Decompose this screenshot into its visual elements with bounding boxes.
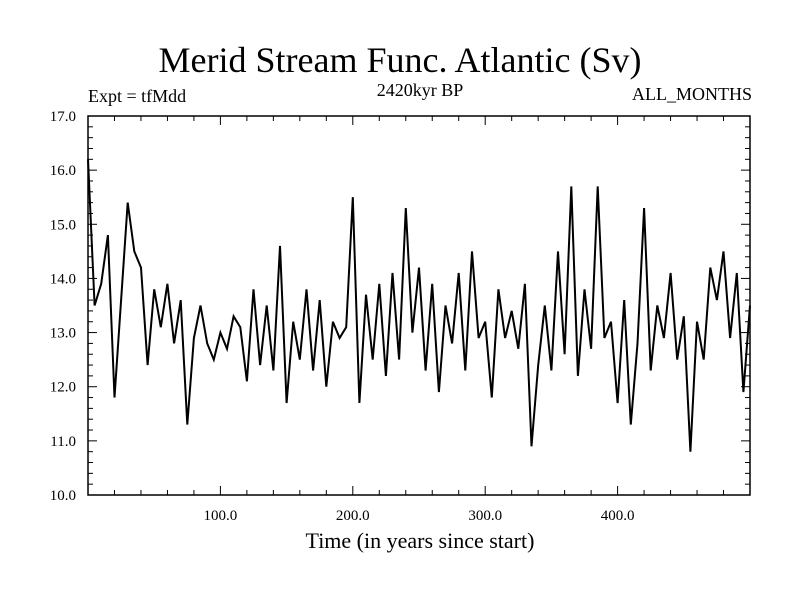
y-tick-label: 10.0 <box>50 488 76 504</box>
x-axis-ticks: 100.0 200.0 300.0 400.0 <box>113 116 725 524</box>
months-label: ALL_MONTHS <box>632 84 752 104</box>
x-tick-label: 200.0 <box>336 508 370 524</box>
x-tick-label: 400.0 <box>601 508 635 524</box>
plot-frame <box>87 115 751 496</box>
y-tick-label: 12.0 <box>50 380 76 396</box>
y-tick-label: 11.0 <box>50 434 76 450</box>
y-tick-label: 17.0 <box>50 109 76 125</box>
x-tick-label: 300.0 <box>468 508 502 524</box>
chart-title: Merid Stream Func. Atlantic (Sv) <box>158 40 642 80</box>
x-axis-label: Time (in years since start) <box>305 528 535 553</box>
x-tick-label: 100.0 <box>204 508 238 524</box>
y-axis-ticks: 10.0 11.0 12.0 13.0 14.0 15.0 16.0 17.0 <box>50 109 750 504</box>
y-tick-label: 13.0 <box>50 326 76 342</box>
period-label: 2420kyr BP <box>376 80 464 100</box>
y-tick-label: 16.0 <box>50 163 76 179</box>
experiment-label: Expt = tfMdd <box>88 86 187 106</box>
series-line <box>87 159 751 452</box>
y-tick-label: 15.0 <box>50 217 76 233</box>
y-tick-label: 14.0 <box>50 271 76 287</box>
